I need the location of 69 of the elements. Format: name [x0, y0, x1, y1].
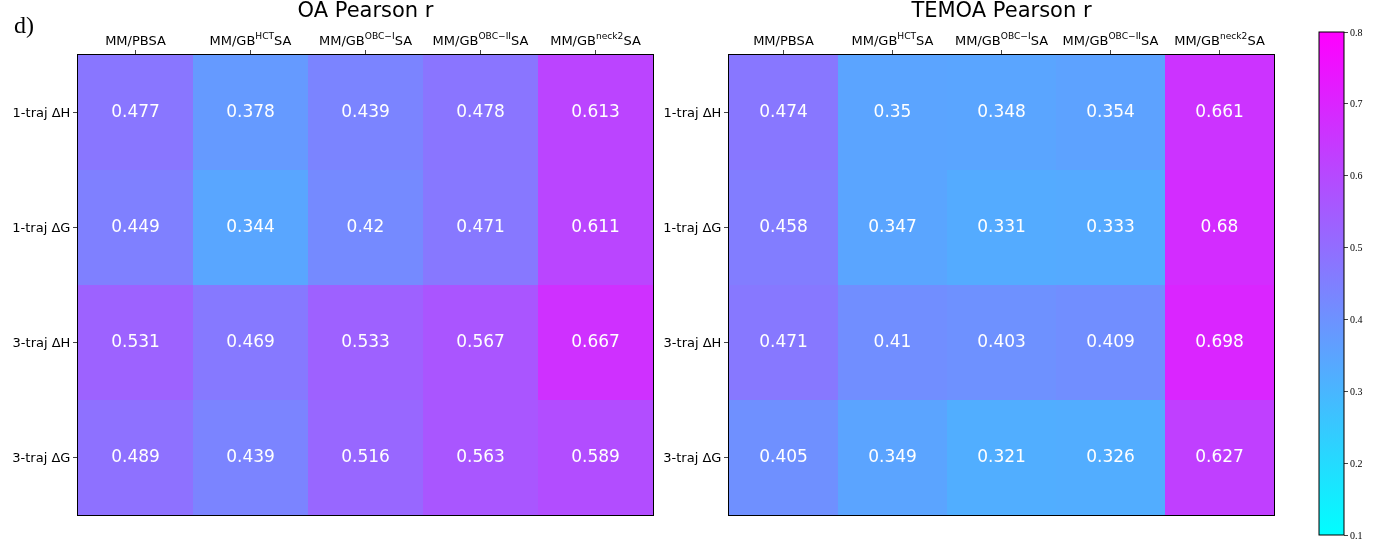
data-label: 0.347 [868, 215, 917, 236]
y-tick-label: 3-traj ΔH [12, 335, 71, 351]
data-label: 0.589 [571, 445, 620, 466]
data-label: 0.344 [226, 215, 275, 236]
x-tick-label: MM/GB$^{OBC−II}$SA [1062, 31, 1159, 48]
data-label: 0.35 [873, 100, 912, 121]
data-label: 0.403 [977, 330, 1026, 351]
data-label: 0.563 [456, 445, 505, 466]
x-tick-label: MM/GB$^{neck2}$SA [550, 31, 641, 48]
data-label: 0.331 [977, 215, 1026, 236]
y-tick-label: 1-traj ΔG [663, 220, 722, 236]
data-label: 0.409 [1086, 330, 1135, 351]
data-label: 0.378 [226, 100, 275, 121]
data-label: 0.471 [759, 330, 808, 351]
data-label: 0.41 [873, 330, 912, 351]
color-bar-label: 0.4 [1350, 314, 1363, 326]
x-tick-label: MM/GB$^{OBC−I}$SA [318, 31, 413, 48]
chart-title: TEMOA Pearson r [910, 0, 1092, 22]
data-label: 0.405 [759, 445, 808, 466]
x-tick-label: MM/GB$^{OBC−II}$SA [432, 31, 529, 48]
color-bar-label: 0.1 [1350, 529, 1363, 541]
data-label: 0.489 [111, 445, 160, 466]
x-tick-label: MM/GB$^{neck2}$SA [1174, 31, 1265, 48]
data-label: 0.474 [759, 100, 808, 121]
data-label: 0.349 [868, 445, 917, 466]
color-bar-label: 0.8 [1350, 26, 1363, 38]
color-bar-label: 0.6 [1350, 170, 1363, 182]
data-label: 0.68 [1200, 215, 1239, 236]
data-label: 0.661 [1195, 100, 1244, 121]
x-tick-label: MM/GB$^{HCT}$SA [851, 31, 934, 48]
data-label: 0.42 [346, 215, 385, 236]
data-label: 0.449 [111, 215, 160, 236]
data-label: 0.478 [456, 100, 505, 121]
data-label: 0.627 [1195, 445, 1244, 466]
data-label: 0.354 [1086, 100, 1135, 121]
x-tick-label: MM/GB$^{HCT}$SA [209, 31, 292, 48]
data-label: 0.477 [111, 100, 160, 121]
text: d) [14, 12, 34, 38]
x-tick-label: MM/GB$^{OBC−I}$SA [954, 31, 1049, 48]
data-label: 0.698 [1195, 330, 1244, 351]
color-bar-label: 0.5 [1350, 242, 1363, 254]
data-label: 0.533 [341, 330, 390, 351]
data-label: 0.348 [977, 100, 1026, 121]
color-bar-label: 0.3 [1350, 385, 1363, 397]
data-label: 0.667 [571, 330, 620, 351]
data-label: 0.567 [456, 330, 505, 351]
color-bar-label: 0.7 [1350, 98, 1363, 110]
chart-title: OA Pearson r [297, 0, 434, 22]
data-label: 0.611 [571, 215, 620, 236]
data-label: 0.458 [759, 215, 808, 236]
y-tick-label: 1-traj ΔH [12, 105, 71, 121]
x-tick-label: MM/PBSA [753, 32, 814, 48]
data-label: 0.333 [1086, 215, 1135, 236]
y-tick-label: 3-traj ΔG [663, 450, 722, 466]
x-tick-label: MM/PBSA [105, 32, 166, 48]
y-tick-label: 3-traj ΔH [663, 335, 722, 351]
y-tick-label: 1-traj ΔH [663, 105, 722, 121]
data-label: 0.531 [111, 330, 160, 351]
data-label: 0.326 [1086, 445, 1135, 466]
data-label: 0.439 [226, 445, 275, 466]
data-label: 0.471 [456, 215, 505, 236]
color-bar-label: 0.2 [1350, 457, 1363, 469]
data-label: 0.469 [226, 330, 275, 351]
data-label: 0.613 [571, 100, 620, 121]
data-label: 0.321 [977, 445, 1026, 466]
y-tick-label: 1-traj ΔG [12, 220, 71, 236]
data-label: 0.516 [341, 445, 390, 466]
y-tick-label: 3-traj ΔG [12, 450, 71, 466]
data-label: 0.439 [341, 100, 390, 121]
